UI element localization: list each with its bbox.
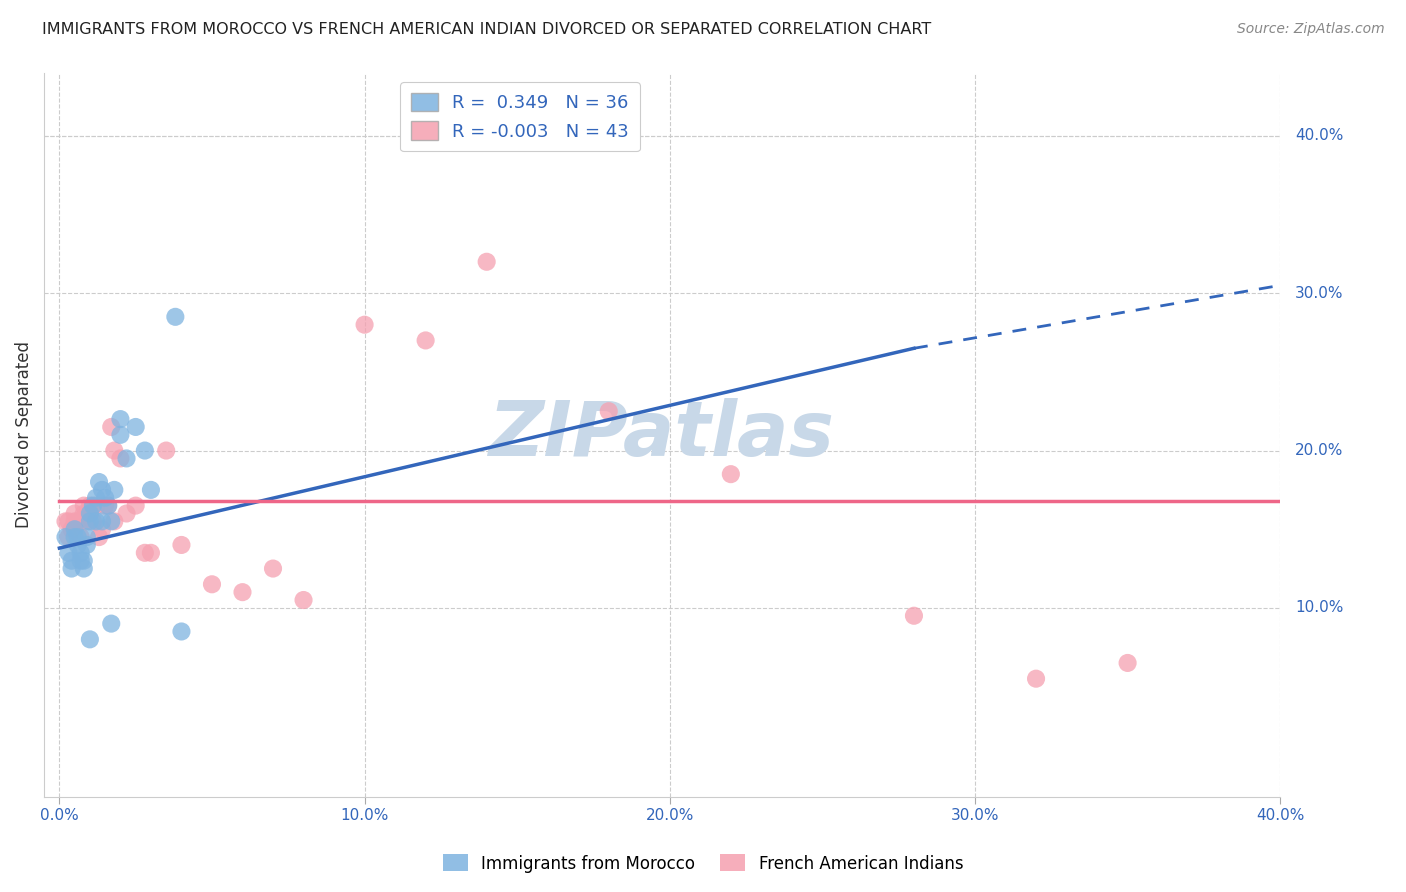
Point xyxy=(63,514,86,528)
Point xyxy=(100,616,122,631)
Point xyxy=(73,561,96,575)
Point xyxy=(63,530,86,544)
Point xyxy=(66,530,89,544)
Point xyxy=(231,585,253,599)
Point xyxy=(60,561,83,575)
Point xyxy=(82,514,104,528)
Text: ZIPatlas: ZIPatlas xyxy=(489,398,835,472)
Point xyxy=(475,254,498,268)
Point xyxy=(97,499,120,513)
Point xyxy=(79,499,101,513)
Point xyxy=(79,507,101,521)
Point xyxy=(58,530,80,544)
Point xyxy=(903,608,925,623)
Legend: R =  0.349   N = 36, R = -0.003   N = 43: R = 0.349 N = 36, R = -0.003 N = 43 xyxy=(401,82,640,152)
Point xyxy=(60,554,83,568)
Point xyxy=(720,467,742,482)
Point xyxy=(69,554,91,568)
Point xyxy=(1116,656,1139,670)
Point xyxy=(87,530,110,544)
Point xyxy=(165,310,187,324)
Point xyxy=(63,507,86,521)
Point xyxy=(76,514,98,528)
Point xyxy=(124,420,146,434)
Text: 10.0%: 10.0% xyxy=(1295,600,1343,615)
Point xyxy=(292,593,315,607)
Point xyxy=(134,443,156,458)
Point xyxy=(79,507,101,521)
Point xyxy=(91,514,114,528)
Point xyxy=(100,420,122,434)
Point xyxy=(124,499,146,513)
Point xyxy=(84,491,107,505)
Point xyxy=(58,514,80,528)
Point xyxy=(73,507,96,521)
Text: 40.0%: 40.0% xyxy=(1295,128,1343,144)
Point xyxy=(66,514,89,528)
Point xyxy=(94,499,117,513)
Point xyxy=(91,522,114,536)
Point xyxy=(1025,672,1047,686)
Point xyxy=(76,530,98,544)
Point xyxy=(155,443,177,458)
Point xyxy=(97,499,120,513)
Point xyxy=(170,624,193,639)
Point xyxy=(82,499,104,513)
Point xyxy=(87,475,110,489)
Point xyxy=(415,334,437,348)
Point xyxy=(115,451,138,466)
Point xyxy=(69,514,91,528)
Point xyxy=(60,522,83,536)
Point xyxy=(79,514,101,528)
Point xyxy=(201,577,224,591)
Y-axis label: Divorced or Separated: Divorced or Separated xyxy=(15,342,32,528)
Point xyxy=(110,427,132,442)
Point xyxy=(79,632,101,647)
Point xyxy=(134,546,156,560)
Point xyxy=(91,483,114,497)
Point xyxy=(353,318,375,332)
Point xyxy=(100,514,122,528)
Point xyxy=(55,530,77,544)
Point xyxy=(58,546,80,560)
Text: 30.0%: 30.0% xyxy=(1295,285,1344,301)
Point xyxy=(103,443,125,458)
Point xyxy=(69,530,91,544)
Text: 20.0%: 20.0% xyxy=(1295,443,1343,458)
Point xyxy=(115,507,138,521)
Point xyxy=(103,514,125,528)
Point xyxy=(73,554,96,568)
Point xyxy=(55,514,77,528)
Point xyxy=(170,538,193,552)
Point xyxy=(94,491,117,505)
Point xyxy=(598,404,620,418)
Point xyxy=(76,538,98,552)
Point xyxy=(69,546,91,560)
Text: Source: ZipAtlas.com: Source: ZipAtlas.com xyxy=(1237,22,1385,37)
Point xyxy=(66,538,89,552)
Point xyxy=(139,483,162,497)
Legend: Immigrants from Morocco, French American Indians: Immigrants from Morocco, French American… xyxy=(436,847,970,880)
Point xyxy=(110,451,132,466)
Point xyxy=(139,546,162,560)
Point xyxy=(110,412,132,426)
Point xyxy=(84,499,107,513)
Point xyxy=(63,522,86,536)
Point xyxy=(84,514,107,528)
Point xyxy=(76,507,98,521)
Point xyxy=(73,499,96,513)
Point xyxy=(103,483,125,497)
Point xyxy=(262,561,284,575)
Text: IMMIGRANTS FROM MOROCCO VS FRENCH AMERICAN INDIAN DIVORCED OR SEPARATED CORRELAT: IMMIGRANTS FROM MOROCCO VS FRENCH AMERIC… xyxy=(42,22,931,37)
